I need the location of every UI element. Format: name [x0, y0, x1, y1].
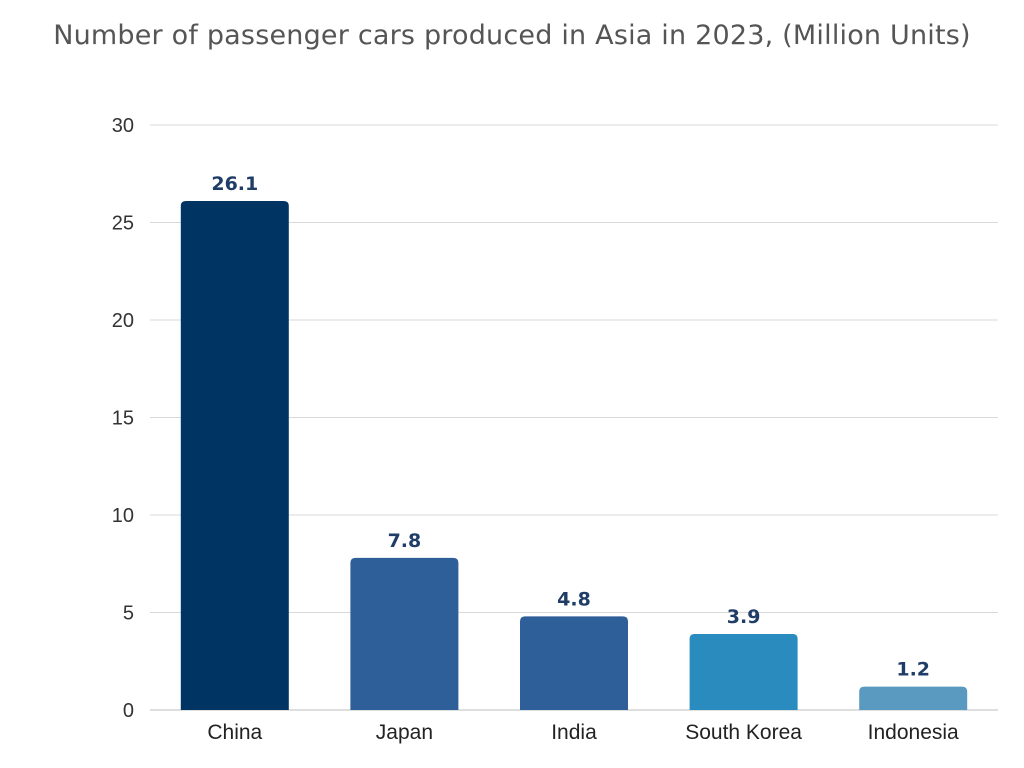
- bar-indonesia: [859, 686, 968, 710]
- bar-japan: [350, 557, 459, 710]
- x-axis-ticks: China Japan India South Korea Indonesia: [207, 721, 959, 744]
- bar-china: [180, 201, 289, 711]
- data-label-indonesia: 1.2: [896, 659, 930, 681]
- x-tick-label: Indonesia: [868, 721, 959, 744]
- y-axis-ticks: 0 5 10 15 20 25 30: [112, 115, 134, 722]
- data-label-south-korea: 3.9: [727, 606, 761, 628]
- bar-south-korea: [689, 633, 798, 710]
- y-tick-label: 10: [112, 505, 134, 527]
- y-tick-label: 25: [112, 213, 134, 235]
- bar-india: [520, 616, 628, 710]
- y-tick-label: 15: [112, 408, 134, 430]
- y-tick-label: 0: [123, 700, 134, 722]
- grid-lines: [150, 124, 998, 711]
- x-tick-label: China: [207, 721, 262, 744]
- x-tick-label: India: [551, 721, 597, 744]
- chart-title: Number of passenger cars produced in Asi…: [53, 20, 971, 51]
- x-tick-label: South Korea: [685, 721, 802, 744]
- y-tick-label: 20: [112, 310, 134, 332]
- y-tick-label: 30: [112, 115, 134, 137]
- x-tick-label: Japan: [376, 721, 433, 744]
- bars: [180, 201, 968, 711]
- data-labels: 26.1 7.8 4.8 3.9 1.2: [211, 173, 930, 681]
- data-label-india: 4.8: [557, 588, 591, 610]
- data-label-china: 26.1: [211, 173, 258, 195]
- y-tick-label: 5: [123, 603, 134, 625]
- data-label-japan: 7.8: [388, 530, 422, 552]
